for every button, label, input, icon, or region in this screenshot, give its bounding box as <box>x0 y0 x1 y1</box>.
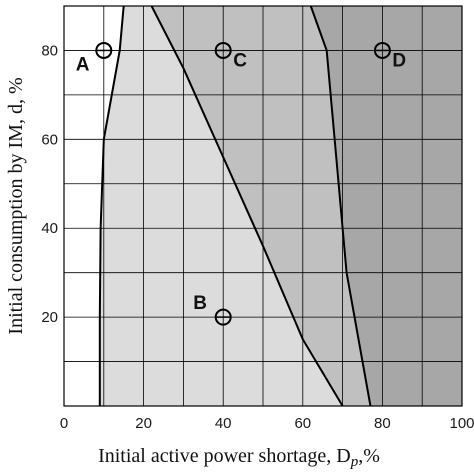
x-tick-label: 80 <box>374 415 391 432</box>
x-axis-title-main: Initial active power shortage, D <box>98 445 351 467</box>
y-tick-label: 20 <box>41 309 58 326</box>
x-tick-label: 60 <box>294 415 311 432</box>
point-label-d: D <box>392 50 406 71</box>
x-tick-label: 40 <box>215 415 232 432</box>
points <box>95 41 391 326</box>
boundary-c-d <box>309 5 372 407</box>
boundary-b-c <box>150 5 344 407</box>
x-axis-title-suffix: ,% <box>358 445 380 467</box>
x-tick-label: 0 <box>60 415 68 432</box>
x-axis-title: Initial active power shortage, Dp,% <box>98 445 380 470</box>
y-tick-label: 60 <box>41 131 58 148</box>
x-tick-label: 100 <box>449 415 474 432</box>
region-c <box>151 6 371 406</box>
plot-frame <box>63 5 463 407</box>
y-axis-title: Initial consumption by IM, d, % <box>5 77 27 334</box>
x-axis-title-sub: p <box>350 454 359 470</box>
x-tick-label: 20 <box>135 415 152 432</box>
boundary-a-b <box>98 5 125 406</box>
region-d <box>310 6 462 406</box>
point-labels: A B C D <box>76 50 406 314</box>
point-label-c: C <box>233 50 247 71</box>
point-label-a: A <box>76 54 90 75</box>
y-tick-label: 80 <box>41 42 58 59</box>
region-b <box>99 6 343 406</box>
boundaries <box>98 5 372 407</box>
x-tick-labels: 0 20 40 60 80 100 <box>60 415 474 432</box>
point-label-b: B <box>193 293 207 314</box>
y-tick-labels: 20 40 60 80 <box>41 42 58 326</box>
y-tick-label: 40 <box>41 220 58 237</box>
